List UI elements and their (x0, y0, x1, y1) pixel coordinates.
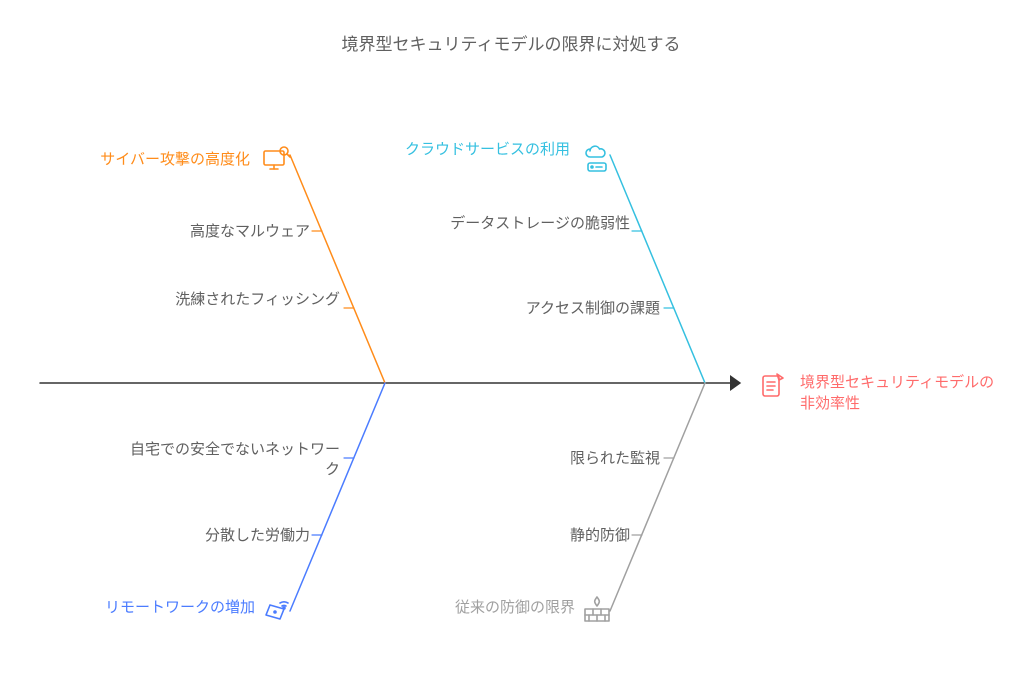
cause-cloud-1: アクセス制御の課題 (465, 299, 660, 319)
cause-legacy-1: 静的防御 (540, 526, 630, 546)
cause-remote-0: 自宅での安全でないネットワーク (125, 440, 340, 481)
firewall-icon (580, 593, 614, 632)
cause-cloud-0: データストレージの脆弱性 (420, 214, 630, 234)
monitor-search-icon (260, 143, 294, 182)
document-icon (755, 368, 789, 407)
cause-cyber-1: 洗練されたフィッシング (130, 290, 340, 310)
cause-cyber-0: 高度なマルウェア (130, 222, 310, 242)
category-legacy: 従来の防御の限界 (410, 598, 575, 618)
fishbone-svg (0, 0, 1022, 680)
cause-legacy-0: 限られた監視 (520, 449, 660, 469)
effect-label: 境界型セキュリティモデルの非効率性 (800, 372, 1000, 414)
category-remote: リモートワークの増加 (65, 598, 255, 618)
fishbone-stage: 境界型セキュリティモデルの限界に対処する 境界型セキュリティモデルの非効率性 サ… (0, 0, 1022, 680)
cause-remote-1: 分散した労働力 (160, 526, 310, 546)
category-cloud: クラウドサービスの利用 (380, 140, 570, 160)
laptop-wifi-icon (260, 593, 294, 632)
category-cyber: サイバー攻撃の高度化 (65, 150, 250, 170)
cloud-server-icon (580, 143, 614, 182)
